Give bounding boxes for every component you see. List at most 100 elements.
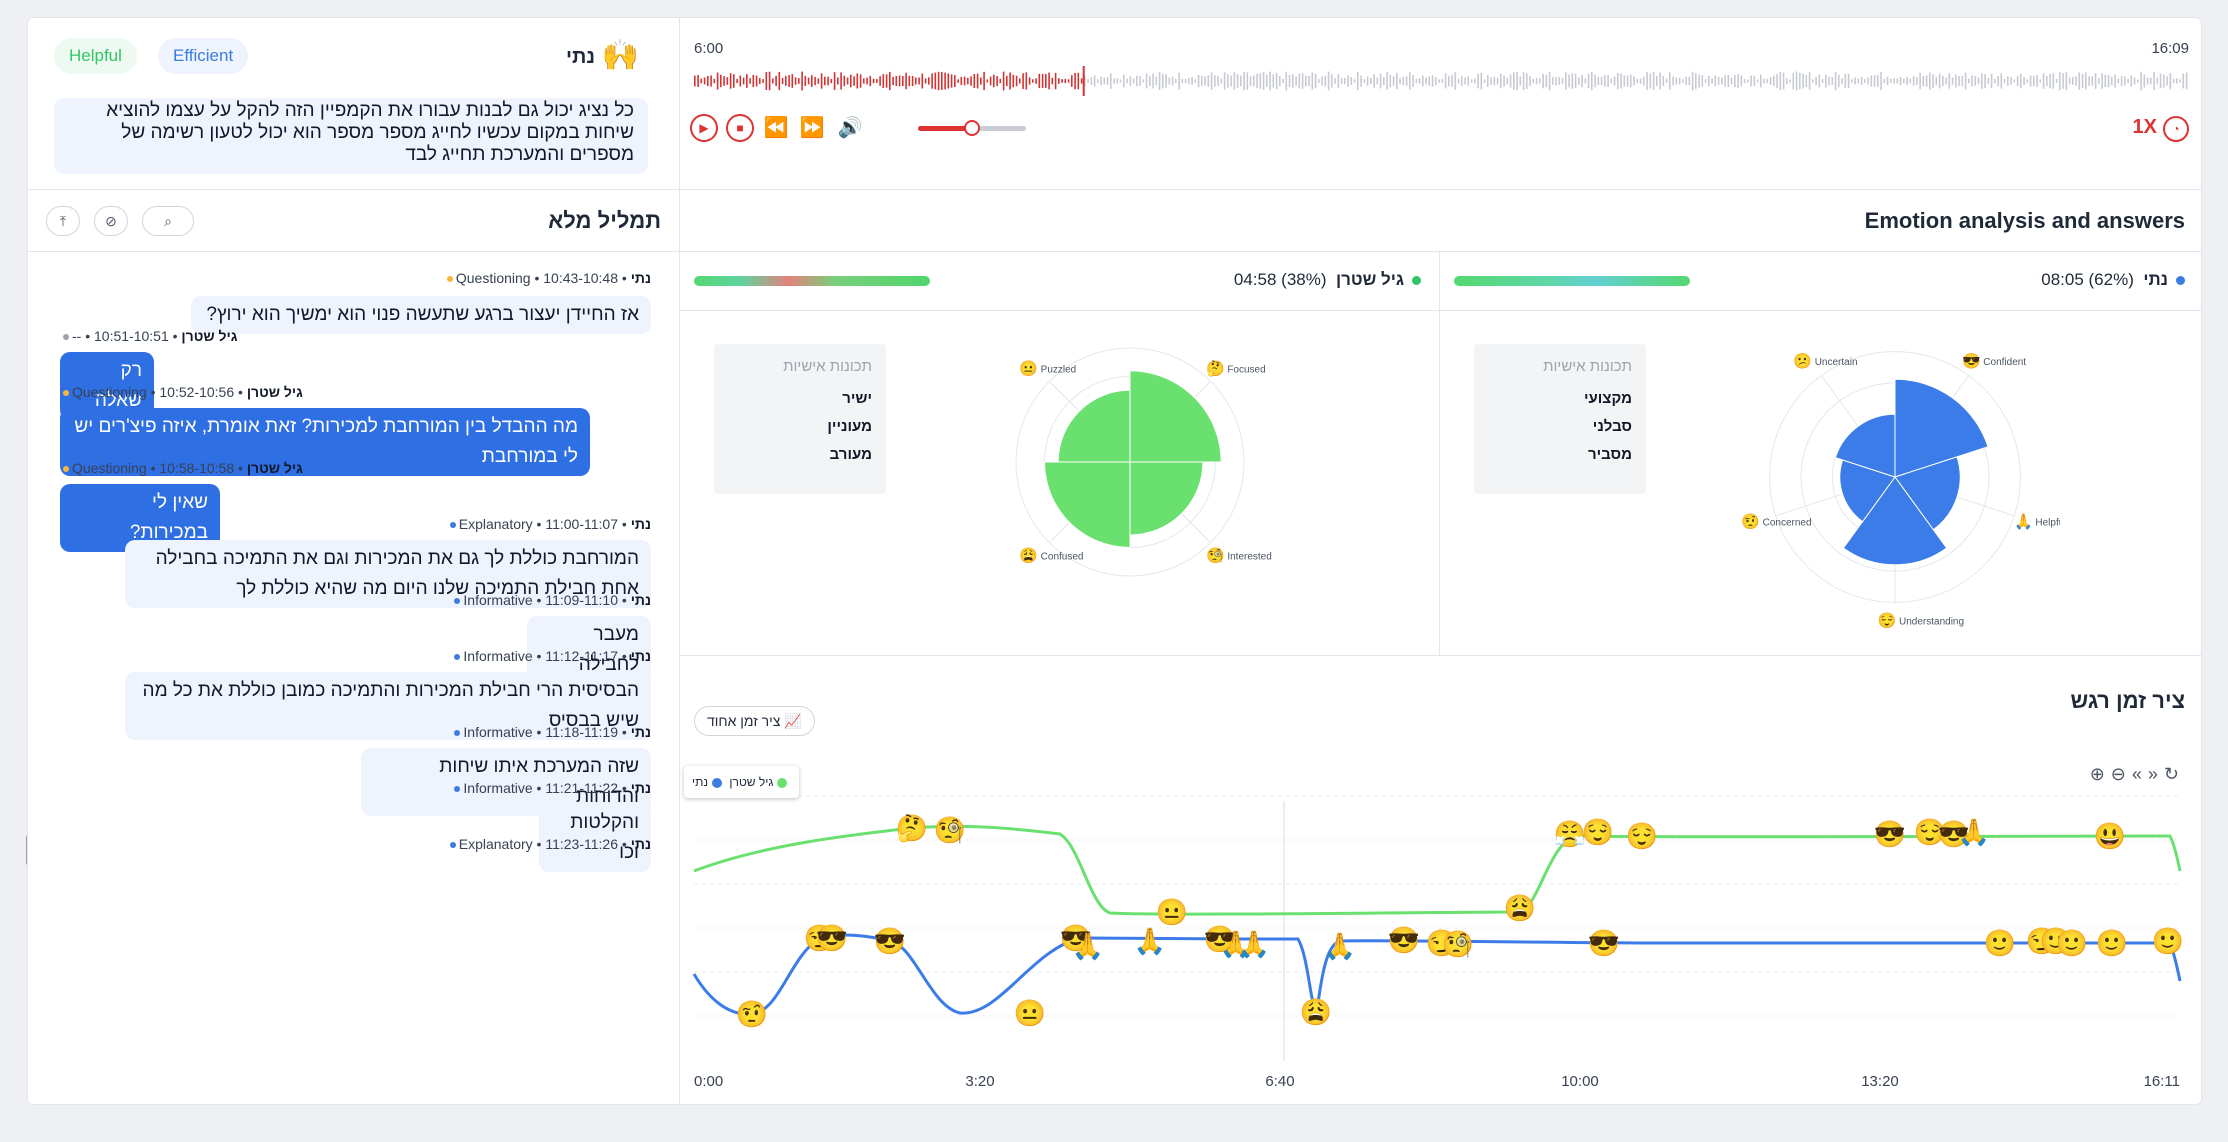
- waveform-bar: [2033, 76, 2035, 87]
- speedometer-icon[interactable]: ◔: [2163, 116, 2189, 142]
- transcript-list[interactable]: Questioning • 10:43-10:48 • נתי אז החיידן…: [28, 252, 680, 1104]
- waveform-bar: [1110, 73, 1112, 89]
- message-time: • 11:12-11:17 •: [532, 648, 631, 664]
- timeline-emotion-icon[interactable]: 😏: [1426, 928, 1458, 958]
- pan-right-icon[interactable]: »: [2147, 764, 2164, 784]
- timeline-emotion-icon[interactable]: 😎: [1588, 928, 1620, 958]
- reset-icon[interactable]: ↻: [2163, 764, 2185, 784]
- message-bubble[interactable]: שזה המערכת איתו שיחות והדוחות: [361, 748, 651, 816]
- unified-timeline-button[interactable]: 📈 ציר זמן אחוד: [694, 706, 815, 736]
- radar-sector-puzzled[interactable]: [1057, 389, 1131, 463]
- timeline-emotion-icon[interactable]: 😎: [1204, 924, 1236, 954]
- waveform-bar: [1214, 75, 1216, 87]
- timeline-emotion-icon[interactable]: 😌: [1582, 817, 1614, 847]
- timeline-line-nati[interactable]: [692, 933, 2182, 1016]
- timeline-emotion-icon[interactable]: 😐: [1156, 897, 1188, 927]
- timeline-emotion-icon[interactable]: 🙏: [1134, 926, 1166, 956]
- play-icon[interactable]: ▶: [690, 114, 718, 142]
- timeline-emotion-icon[interactable]: 😩: [1300, 997, 1332, 1027]
- timeline-emotion-icon[interactable]: 🙂: [2056, 928, 2088, 958]
- waveform-bar: [1646, 72, 1648, 90]
- waveform-bar: [1087, 79, 1089, 83]
- radar-sector-interested[interactable]: [1129, 461, 1204, 536]
- waveform[interactable]: [694, 66, 2189, 96]
- timeline-emotion-icon[interactable]: 🧐: [934, 815, 966, 845]
- search-icon[interactable]: ⌕: [142, 206, 194, 236]
- waveform-bar: [1272, 74, 1275, 88]
- waveform-bar: [863, 78, 865, 84]
- timeline-emotion-icon[interactable]: 🙏: [1220, 929, 1252, 959]
- timeline-emotion-icon[interactable]: 😌: [1914, 817, 1946, 847]
- message-bubble[interactable]: מה ההבדל בין המורחבת למכירות? זאת אומרת,…: [60, 408, 590, 476]
- traits-title: תכונות אישיות: [783, 358, 872, 375]
- waveform-bar: [1548, 71, 1551, 91]
- timeline-emotion-icon[interactable]: 😎: [1060, 923, 1092, 953]
- radar-sector-helpful[interactable]: [1894, 456, 1961, 531]
- volume-slider[interactable]: [918, 120, 1026, 136]
- radar-sector-uncertain[interactable]: [1834, 413, 1896, 478]
- waveform-bar: [1376, 77, 1379, 85]
- waveform-bar: [1142, 79, 1145, 83]
- waveform-bar: [1464, 77, 1466, 85]
- timeline-emotion-icon[interactable]: 🙏: [1958, 817, 1990, 847]
- waveform-bar: [1123, 74, 1125, 88]
- timeline-emotion-icon[interactable]: 😎: [874, 926, 906, 956]
- waveform-bar: [895, 76, 898, 86]
- waveform-bar: [1158, 72, 1161, 90]
- timeline-emotion-icon[interactable]: 🙂: [2096, 928, 2128, 958]
- waveform-bar: [934, 72, 937, 90]
- message-bubble[interactable]: המורחבת כוללת לך גם את המכירות וגם את הת…: [125, 540, 651, 608]
- waveform-bar: [1568, 74, 1570, 88]
- timeline-emotion-icon[interactable]: 🙏: [1238, 929, 1270, 959]
- timeline-emotion-icon[interactable]: 😏: [2026, 926, 2058, 956]
- message-bubble[interactable]: הבסיסית הרי חבילת המכירות והתמיכה כמובן …: [125, 672, 651, 740]
- stop-icon[interactable]: ■: [726, 114, 754, 142]
- radar-sector-focused[interactable]: [1129, 370, 1222, 463]
- timeline-emotion-icon[interactable]: 🙏: [1072, 931, 1104, 961]
- timeline-emotion-icon[interactable]: 😌: [1626, 821, 1658, 851]
- emotion-header: Emotion analysis and answers: [680, 190, 2201, 252]
- timeline-emotion-icon[interactable]: 😎: [1388, 925, 1420, 955]
- audio-player: 6:00 16:09 ▶ ■ ⏪ ⏩ 🔊 1X ◔: [680, 18, 2201, 190]
- waveform-bar: [1698, 74, 1700, 88]
- timeline-emotion-icon[interactable]: 😐: [1014, 998, 1046, 1028]
- timeline-emotion-icon[interactable]: 😤: [1554, 819, 1586, 849]
- waveform-bar: [1139, 76, 1141, 86]
- zoom-out-icon[interactable]: ⊖: [2110, 764, 2132, 784]
- timeline-emotion-icon[interactable]: 🙂: [1984, 928, 2016, 958]
- scroll-top-icon[interactable]: ⤒: [46, 206, 80, 236]
- zoom-in-icon[interactable]: ⊕: [2089, 764, 2111, 784]
- playhead[interactable]: [1082, 66, 1085, 96]
- timeline-emotion-icon[interactable]: 🧐: [1442, 929, 1474, 959]
- timeline-emotion-icon[interactable]: 😎: [816, 923, 848, 953]
- radar-sector-understanding[interactable]: [1842, 476, 1948, 566]
- message-bubble[interactable]: והקלטות וכו: [539, 804, 651, 872]
- sync-off-icon[interactable]: ⊘: [94, 206, 128, 236]
- waveform-bar: [1539, 78, 1541, 84]
- timeline-emotion-icon[interactable]: 🤔: [896, 813, 928, 843]
- waveform-bar: [1051, 77, 1054, 85]
- rewind-icon[interactable]: ⏪: [763, 117, 789, 139]
- timeline-emotion-icon[interactable]: 😎: [1938, 819, 1970, 849]
- timeline-emotion-icon[interactable]: 🤨: [736, 999, 768, 1029]
- timeline-line-gil[interactable]: [693, 824, 2182, 916]
- waveform-bar: [1240, 75, 1242, 87]
- timeline-emotion-icon[interactable]: 😃: [2094, 821, 2126, 851]
- radar-sector-confident[interactable]: [1894, 378, 1989, 478]
- timeline-emotion-icon[interactable]: 🙂: [2040, 926, 2072, 956]
- timeline-emotion-icon[interactable]: 🙂: [2152, 926, 2184, 956]
- timeline-emotion-icon[interactable]: 😩: [1504, 893, 1536, 923]
- waveform-bar: [697, 75, 699, 87]
- playback-speed[interactable]: 1X: [2132, 116, 2157, 138]
- timeline-emotion-icon[interactable]: 😏: [804, 923, 836, 953]
- pan-left-icon[interactable]: «: [2131, 764, 2148, 784]
- volume-icon[interactable]: 🔊: [837, 117, 863, 139]
- fast-forward-icon[interactable]: ⏩: [799, 117, 825, 139]
- volume-knob[interactable]: [964, 120, 980, 136]
- timeline-chart[interactable]: 🤔 🧐😐 😩😤😌 😌 😎 😌😎🙏 😃🤨😏😎 😎😐😎🙏 🙏 😎🙏🙏😩🙏 😎 😏🧐 😎 🙂 😏🙂🙂 🙂 🙂0:00 3…: [680, 656, 2202, 1105]
- radar-sector-confused[interactable]: [1043, 461, 1131, 549]
- timeline-emotion-icon[interactable]: 😎: [1874, 819, 1906, 849]
- timeline-emotion-icon[interactable]: 🙏: [1324, 931, 1356, 961]
- message-bubble[interactable]: אז החיידן יעצור ברגע שתעשה פנוי הוא ימשי…: [191, 296, 651, 334]
- radar-sector-concerned[interactable]: [1839, 459, 1896, 523]
